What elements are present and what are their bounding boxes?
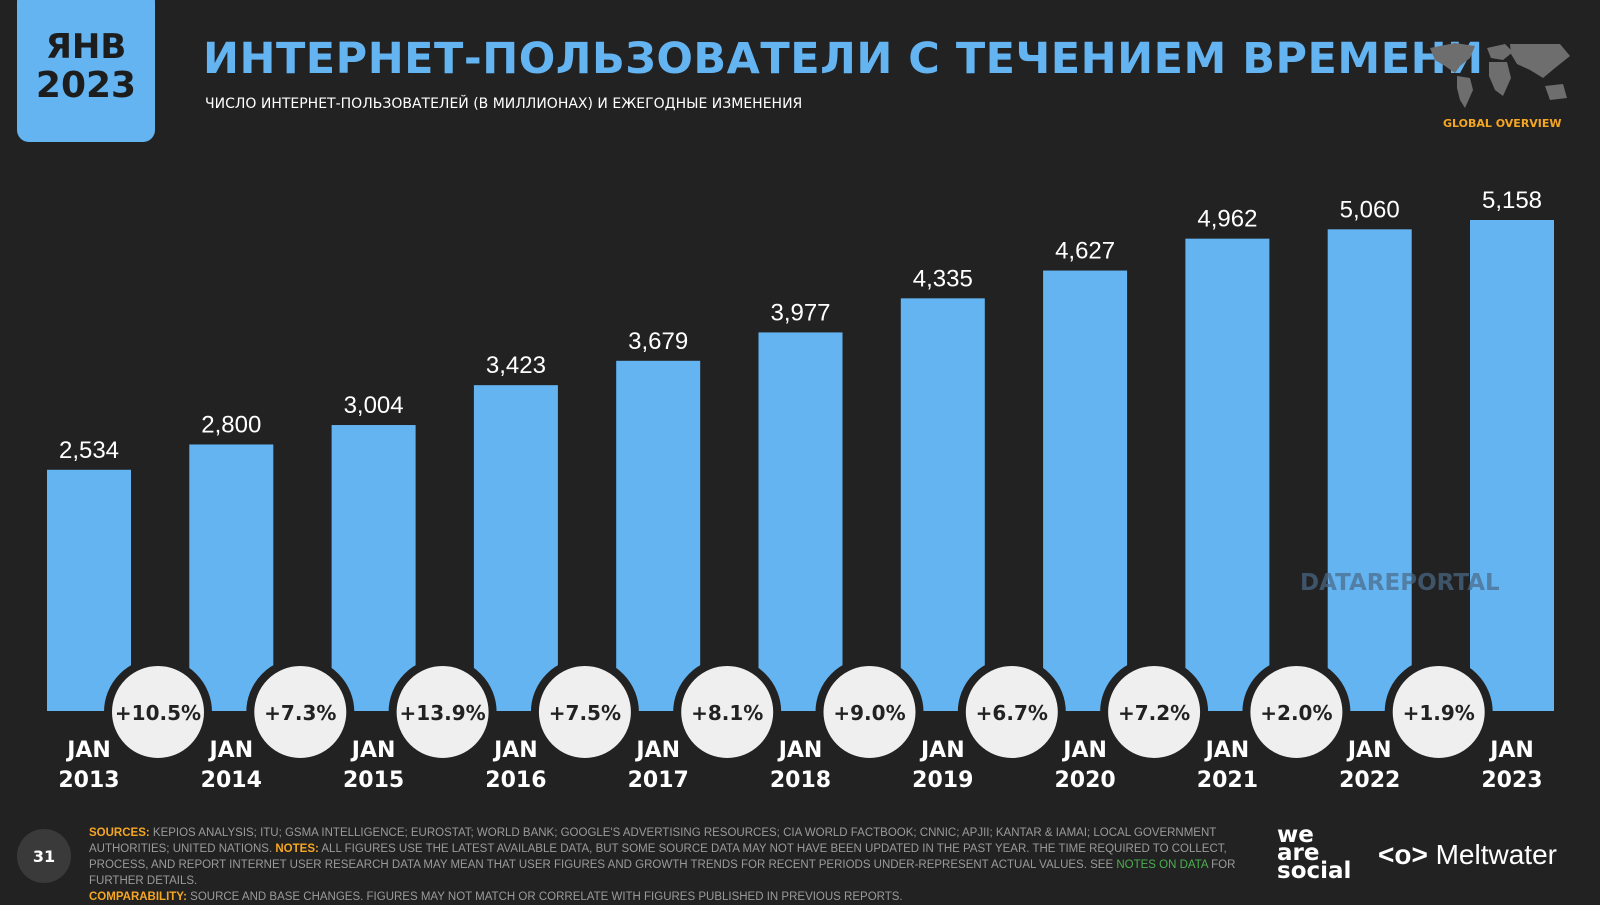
value-label: 3,977 [770,299,830,326]
change-label: +6.7% [976,701,1048,725]
meltwater-icon: <o> [1378,839,1428,870]
bar [189,444,274,711]
bar [616,360,701,711]
change-label: +7.3% [264,701,336,725]
datareportal-watermark: DATAREPORTAL [1300,570,1500,596]
x-tick-month: JAN [777,738,823,763]
notes-on-data-link[interactable]: NOTES ON DATA [1116,859,1208,871]
world-map-icon [1430,43,1570,108]
change-label: +2.0% [1260,701,1332,725]
value-label: 5,158 [1482,187,1542,214]
x-tick-year: 2021 [1197,768,1258,793]
date-year: 2023 [35,65,137,106]
notes-text: ALL FIGURES USE THE LATEST AVAILABLE DAT… [89,843,1227,871]
date-badge: ЯНВ 2023 [17,0,155,142]
bar [1043,270,1128,711]
x-tick-month: JAN [919,738,965,763]
comparability-text: SOURCE AND BASE CHANGES. FIGURES MAY NOT… [190,891,903,903]
value-label: 2,534 [59,437,119,464]
we-are-social-logo: we are social [1277,822,1352,884]
change-badge [246,658,355,766]
x-tick-month: JAN [65,738,111,763]
bar [331,425,416,711]
bar [1327,229,1412,712]
x-tick-month: JAN [1346,738,1392,763]
bar [473,385,558,711]
change-badge [1384,658,1493,766]
section-label: GLOBAL OVERVIEW [1443,117,1562,130]
x-tick-year: 2023 [1481,768,1542,793]
value-label: 4,335 [913,265,973,292]
change-badge [1100,658,1209,766]
x-tick-month: JAN [1061,738,1107,763]
x-tick-month: JAN [492,738,538,763]
x-tick-year: 2015 [343,768,404,793]
bar [1185,238,1270,711]
x-tick-year: 2020 [1054,768,1115,793]
page-subtitle: ЧИСЛО ИНТЕРНЕТ-ПОЛЬЗОВАТЕЛЕЙ (В МИЛЛИОНА… [205,96,803,112]
value-label: 3,004 [344,392,404,419]
x-tick-year: 2022 [1339,768,1400,793]
x-tick-month: JAN [207,738,253,763]
x-tick-month: JAN [634,738,680,763]
page-number: 31 [17,829,71,883]
x-tick-year: 2013 [58,768,119,793]
page-title: ИНТЕРНЕТ-ПОЛЬЗОВАТЕЛИ С ТЕЧЕНИЕМ ВРЕМЕНИ [203,34,1484,84]
change-badge [388,658,497,766]
meltwater-logo: <o> Meltwater [1378,839,1557,871]
x-tick-month: JAN [350,738,396,763]
change-badge [673,658,782,766]
meltwater-text: Meltwater [1435,839,1557,870]
change-label: +7.2% [1118,701,1190,725]
change-badge [104,658,212,766]
change-label: +13.9% [400,701,486,725]
bar [47,469,131,711]
value-label: 3,423 [486,352,546,379]
notes-label: NOTES: [275,843,319,855]
x-tick-year: 2019 [912,768,973,793]
x-tick-year: 2016 [485,768,546,793]
sources-text: KEPIOS ANALYSIS; ITU; GSMA INTELLIGENCE;… [89,827,1217,855]
value-label: 3,679 [628,328,688,355]
x-tick-year: 2014 [201,768,262,793]
change-badge [957,658,1066,766]
change-label: +7.5% [549,701,621,725]
change-badge [815,658,924,766]
date-month: ЯНВ [45,27,127,67]
value-label: 4,627 [1055,238,1115,265]
x-tick-month: JAN [1204,738,1250,763]
sources-label: SOURCES: [89,827,150,839]
change-label: +1.9% [1403,701,1475,725]
change-badge [1242,658,1351,766]
bar [1470,220,1554,711]
footer-notes: SOURCES: KEPIOS ANALYSIS; ITU; GSMA INTE… [89,825,1239,905]
comparability-label: COMPARABILITY: [89,891,187,903]
x-tick-month: JAN [1488,738,1534,763]
bar [900,298,985,711]
change-label: +10.5% [115,701,201,725]
value-label: 4,962 [1197,206,1257,233]
x-tick-year: 2018 [770,768,831,793]
value-label: 2,800 [201,411,261,438]
change-label: +9.0% [833,701,905,725]
value-label: 5,060 [1340,196,1400,223]
x-tick-year: 2017 [628,768,689,793]
change-badge [530,658,639,766]
notes-end: FOR FURTHER DETAILS. [89,859,1236,887]
bar [758,332,843,711]
change-label: +8.1% [691,701,763,725]
